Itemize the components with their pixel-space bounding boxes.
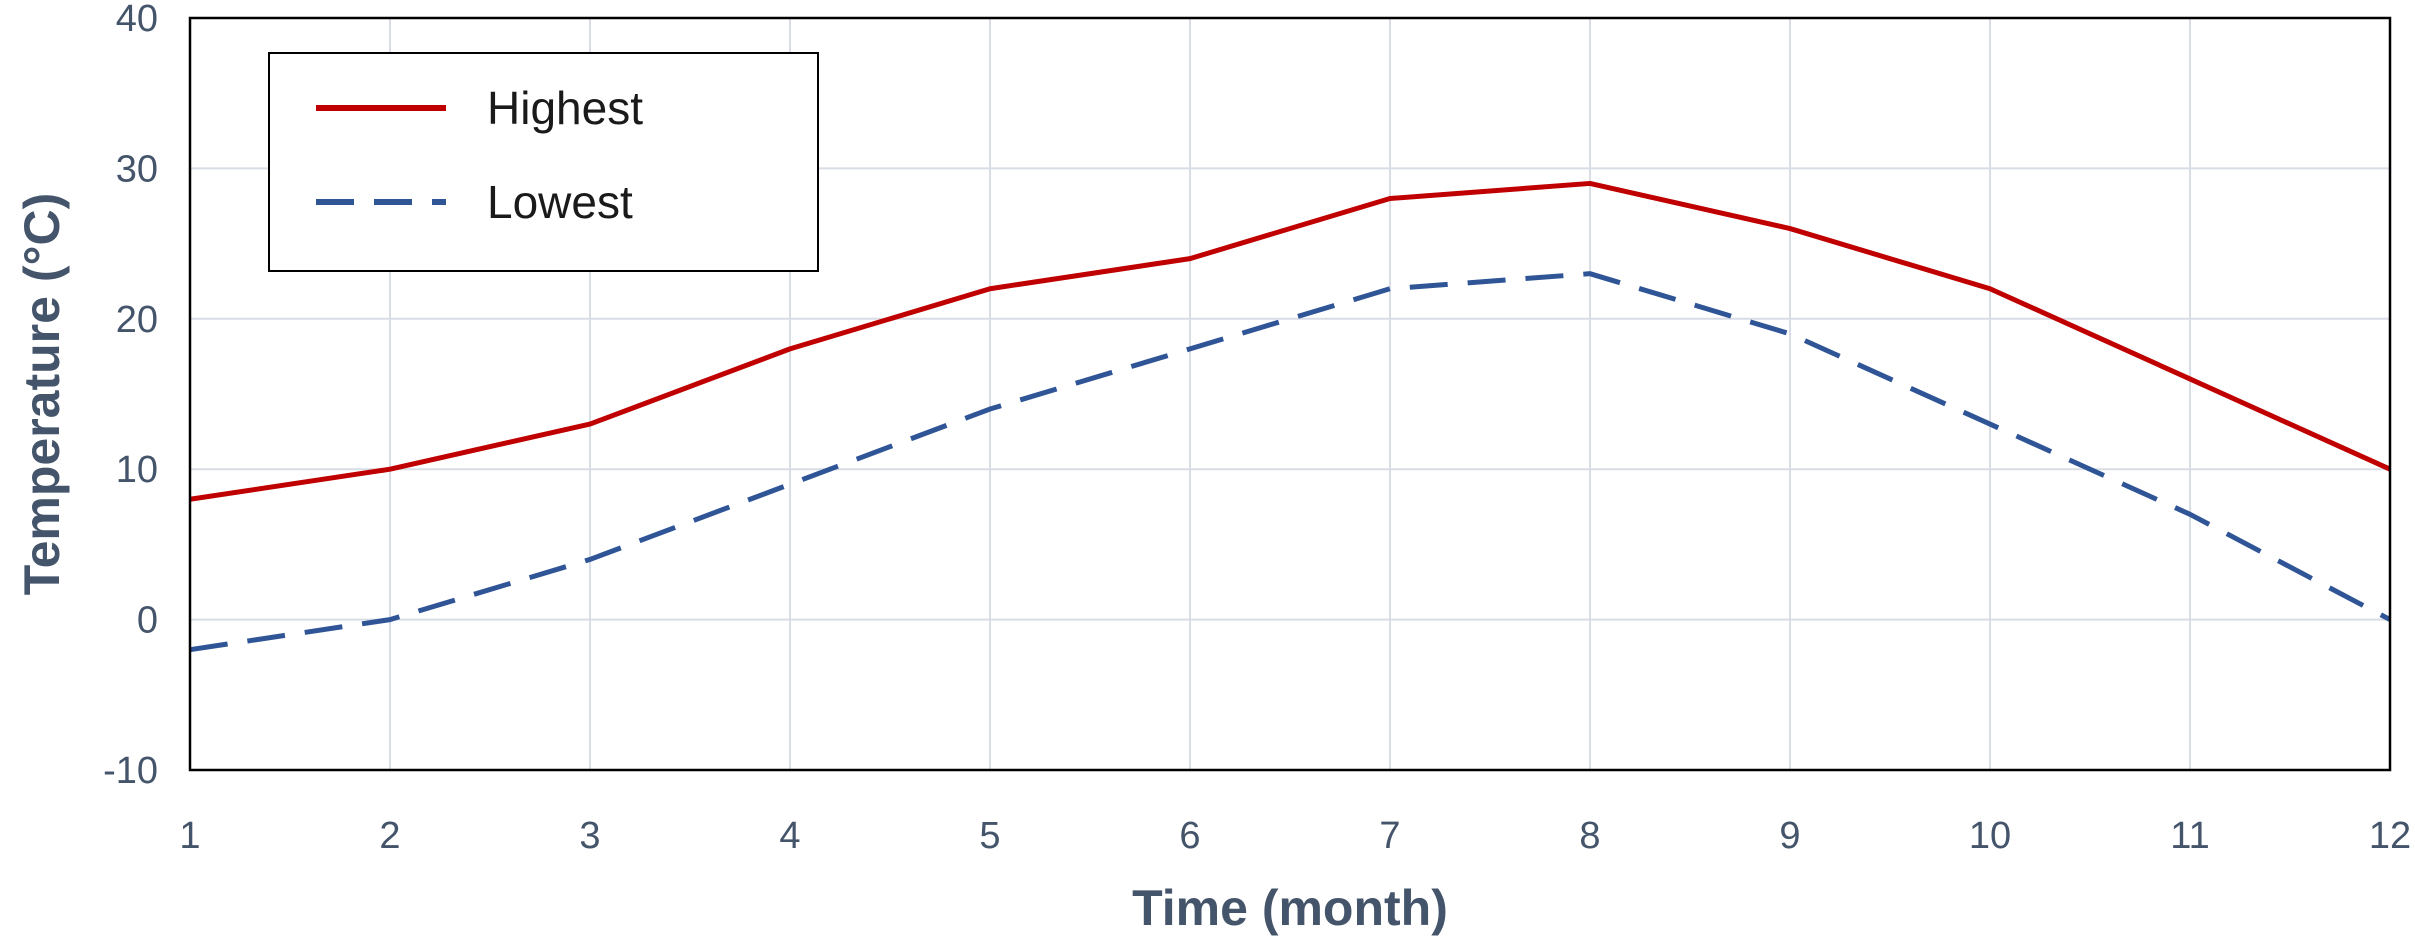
x-tick-label-10: 11: [2170, 815, 2209, 857]
y-axis-title: Temperature (°C): [14, 193, 70, 595]
x-tick-label-3: 4: [779, 815, 800, 857]
legend-label-highest: Highest: [487, 82, 643, 134]
x-tick-label-9: 10: [1969, 815, 2011, 857]
legend-label-lowest: Lowest: [487, 176, 633, 228]
series-line-highest: [189, 180, 2392, 502]
x-axis-tick-labels: 1 2 3 4 5 6 7 8 9 10 11 12: [179, 815, 2411, 857]
x-tick-label-7: 8: [1579, 815, 1600, 857]
plot-area-frame: [188, 16, 2392, 772]
x-tick-label-1: 2: [379, 815, 400, 857]
legend: Highest Lowest: [268, 52, 819, 272]
legend-box: [268, 52, 819, 272]
y-tick-label-1: 0: [137, 600, 158, 642]
y-tick-label-0: -10: [103, 750, 158, 792]
x-tick-label-8: 9: [1779, 815, 1800, 857]
y-tick-label-4: 30: [116, 148, 158, 190]
series-line-lowest: [189, 271, 2392, 653]
x-tick-label-0: 1: [179, 815, 200, 857]
series-lines: [189, 180, 2392, 653]
x-tick-label-2: 3: [579, 815, 600, 857]
x-tick-label-4: 5: [979, 815, 1000, 857]
y-tick-label-3: 20: [116, 299, 158, 341]
x-tick-label-11: 12: [2369, 815, 2411, 857]
y-axis-tick-labels: -10 0 10 20 30 40: [103, 0, 158, 792]
x-tick-label-6: 7: [1379, 815, 1400, 857]
x-axis-title: Time (month): [1132, 880, 1448, 936]
y-tick-label-5: 40: [116, 0, 158, 40]
x-tick-label-5: 6: [1179, 815, 1200, 857]
y-tick-label-2: 10: [116, 449, 158, 491]
